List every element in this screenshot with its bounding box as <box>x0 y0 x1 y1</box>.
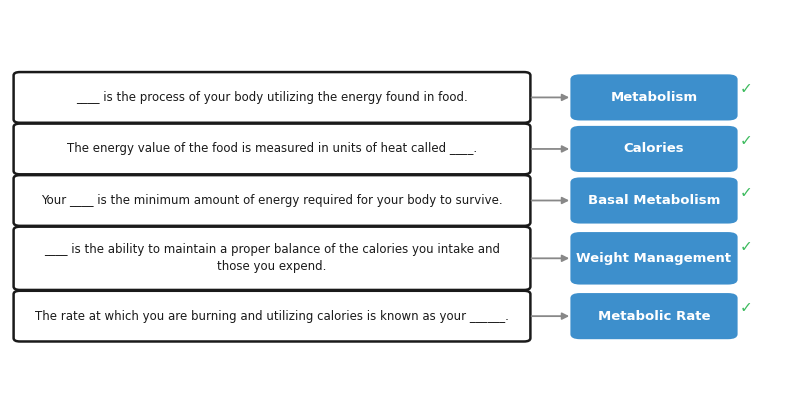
Text: Weight Management: Weight Management <box>577 252 731 265</box>
FancyBboxPatch shape <box>570 293 738 339</box>
Text: ✓: ✓ <box>739 133 752 148</box>
Text: ✓: ✓ <box>739 81 752 96</box>
Text: The rate at which you are burning and utilizing calories is known as your ______: The rate at which you are burning and ut… <box>35 310 509 323</box>
FancyBboxPatch shape <box>14 72 530 123</box>
FancyBboxPatch shape <box>14 227 530 290</box>
Text: Metabolism: Metabolism <box>610 91 698 104</box>
FancyBboxPatch shape <box>570 126 738 172</box>
Text: Your ____ is the minimum amount of energy required for your body to survive.: Your ____ is the minimum amount of energ… <box>41 194 503 207</box>
Text: Basal Metabolism: Basal Metabolism <box>588 194 720 207</box>
FancyBboxPatch shape <box>14 291 530 341</box>
FancyBboxPatch shape <box>570 177 738 224</box>
Text: Metabolic Rate: Metabolic Rate <box>598 310 710 323</box>
Text: ____ is the ability to maintain a proper balance of the calories you intake and
: ____ is the ability to maintain a proper… <box>44 243 500 273</box>
Text: ✓: ✓ <box>739 300 752 315</box>
Text: Calories: Calories <box>624 142 684 155</box>
FancyBboxPatch shape <box>14 124 530 174</box>
Text: ____ is the process of your body utilizing the energy found in food.: ____ is the process of your body utilizi… <box>76 91 468 104</box>
FancyBboxPatch shape <box>14 175 530 226</box>
Text: ✓: ✓ <box>739 239 752 254</box>
FancyBboxPatch shape <box>570 74 738 121</box>
Text: ✓: ✓ <box>739 184 752 199</box>
Text: The energy value of the food is measured in units of heat called ____.: The energy value of the food is measured… <box>67 142 477 155</box>
FancyBboxPatch shape <box>570 232 738 285</box>
